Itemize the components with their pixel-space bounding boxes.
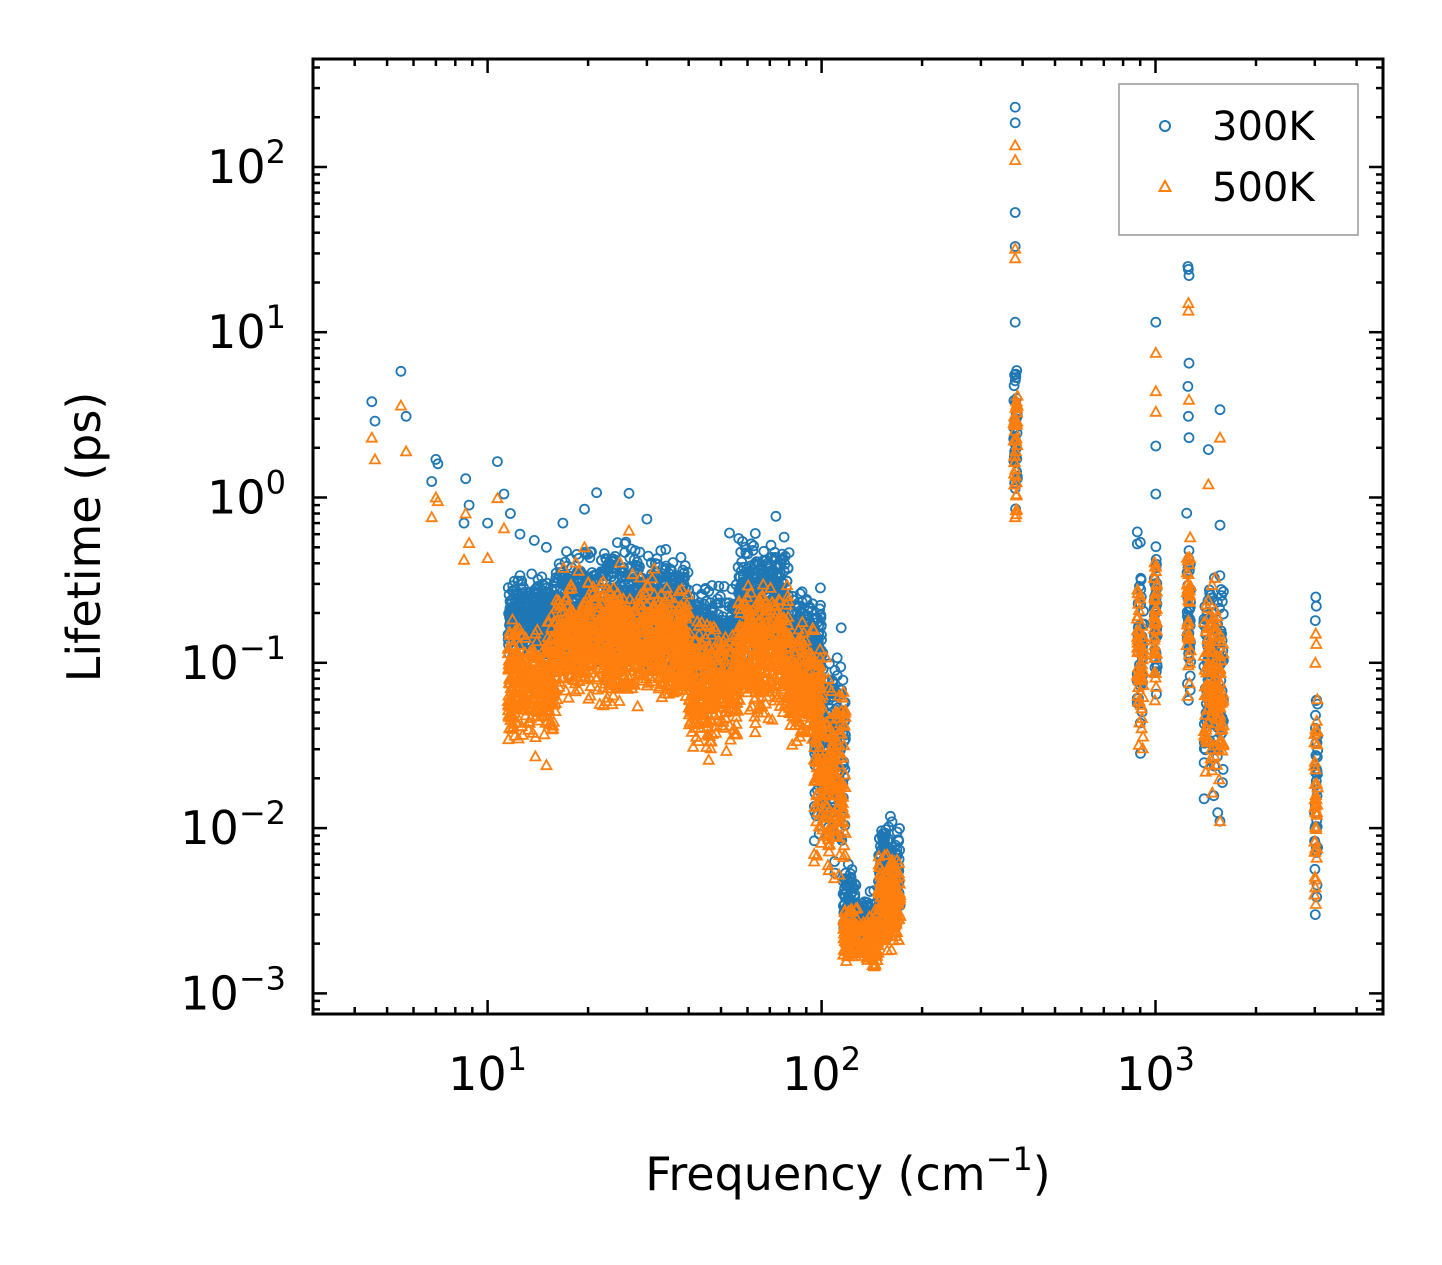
point-300k [701, 595, 712, 607]
point-300k [619, 547, 631, 558]
point-300k [699, 584, 711, 595]
point-300k [629, 545, 641, 557]
point-300k [580, 548, 591, 560]
point-300k [714, 597, 726, 609]
point-300k [620, 586, 632, 598]
point-300k [714, 591, 726, 602]
point-300k [603, 558, 614, 569]
point-300k [631, 560, 643, 572]
point-300k [526, 568, 538, 580]
point-300k [717, 617, 728, 629]
point-300k [713, 580, 725, 592]
point-300k [606, 571, 617, 583]
point-300k [749, 528, 761, 539]
point-300k [705, 604, 717, 616]
point-300k [748, 540, 759, 552]
point-300k [642, 550, 654, 562]
point-300k [514, 570, 526, 581]
point-300k [523, 616, 534, 628]
point-300k [691, 601, 703, 613]
scatter-points [365, 101, 1325, 972]
point-300k [675, 552, 687, 563]
point-300k [540, 596, 552, 608]
point-300k [561, 546, 572, 557]
point-300k [539, 580, 550, 592]
point-300k [655, 545, 667, 557]
point-300k [598, 548, 610, 559]
point-300k [509, 575, 520, 587]
point-300k [532, 605, 544, 617]
point-300k [585, 546, 596, 558]
point-300k [531, 588, 543, 600]
point-300k [537, 578, 548, 590]
point-300k [529, 584, 541, 595]
point-300k [553, 573, 564, 585]
point-300k [595, 566, 607, 577]
point-300k [502, 582, 514, 594]
point-300k [534, 599, 546, 611]
point-300k [765, 539, 777, 551]
point-300k [735, 565, 747, 577]
point-300k [669, 574, 680, 585]
point-300k [667, 557, 679, 568]
point-300k [747, 545, 759, 556]
point-300k [634, 546, 646, 558]
point-300k [523, 586, 535, 598]
point-300k [517, 588, 528, 600]
point-300k [718, 581, 730, 592]
point-300k [574, 590, 585, 602]
point-300k [678, 567, 690, 579]
point-300k [660, 544, 672, 555]
